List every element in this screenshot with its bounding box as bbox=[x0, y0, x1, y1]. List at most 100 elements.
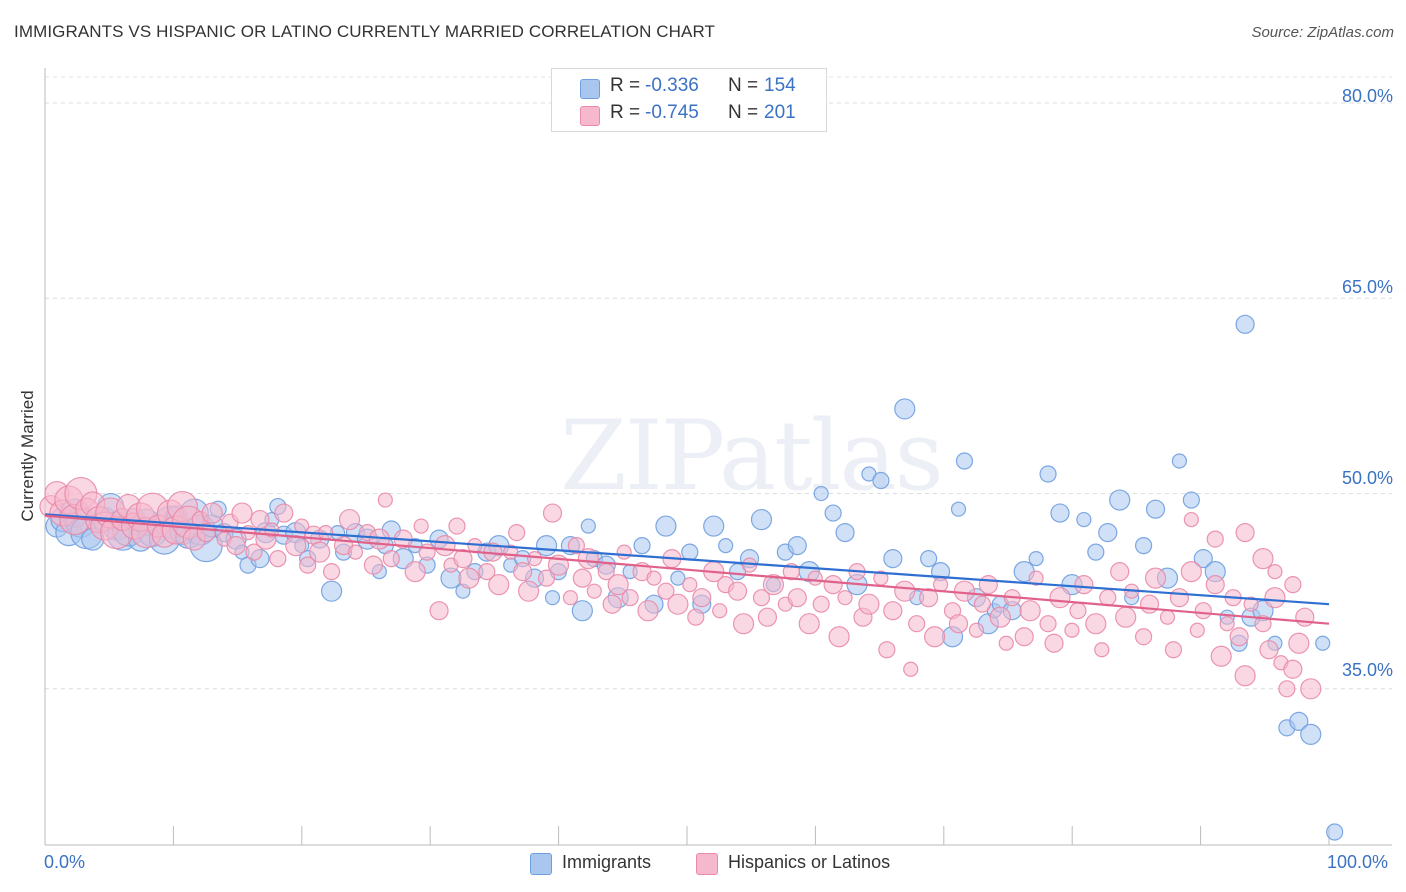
immigrants-point bbox=[1098, 522, 1118, 543]
immigrants-point bbox=[835, 522, 855, 543]
immigrants-point bbox=[1235, 314, 1255, 334]
hispanics-point bbox=[616, 544, 632, 560]
hispanics-point bbox=[924, 626, 946, 648]
hispanics-point bbox=[1210, 645, 1232, 667]
hispanics-point bbox=[1235, 522, 1255, 543]
legend-r-value: -0.336 bbox=[645, 75, 699, 96]
hispanics-point bbox=[953, 580, 976, 602]
hispanics-point bbox=[309, 541, 331, 563]
hispanics-point bbox=[978, 575, 998, 595]
source-label: Source: ZipAtlas.com bbox=[1251, 24, 1394, 41]
bottom-legend-swatch-blue bbox=[530, 853, 552, 875]
hispanics-point bbox=[1234, 665, 1256, 687]
hispanics-point bbox=[878, 641, 896, 659]
hispanics-point bbox=[1259, 640, 1279, 660]
hispanics-point bbox=[1164, 641, 1183, 659]
immigrants-point bbox=[872, 471, 890, 490]
hispanics-point bbox=[883, 601, 903, 621]
hispanics-point bbox=[1278, 680, 1296, 698]
hispanics-point bbox=[798, 613, 820, 635]
x-tick-label: 100.0% bbox=[1327, 852, 1389, 872]
hispanics-point bbox=[1206, 530, 1224, 548]
hispanics-point bbox=[667, 593, 689, 615]
immigrants-point bbox=[670, 570, 686, 586]
hispanics-point bbox=[1139, 594, 1160, 614]
hispanics-point bbox=[787, 588, 807, 608]
hispanics-point bbox=[1085, 613, 1107, 635]
hispanics-point bbox=[1069, 602, 1087, 620]
immigrants-point bbox=[1300, 723, 1322, 745]
bottom-legend-label: Immigrants bbox=[562, 852, 652, 872]
immigrants-point bbox=[894, 398, 916, 420]
immigrants-point bbox=[1289, 711, 1309, 731]
hispanics-point bbox=[621, 589, 639, 607]
hispanics-point bbox=[448, 517, 466, 535]
hispanics-point bbox=[363, 555, 383, 575]
hispanics-point bbox=[1039, 615, 1057, 633]
x-tick-label: 0.0% bbox=[44, 852, 86, 872]
hispanics-point bbox=[657, 582, 675, 600]
bottom-legend-swatch-pink bbox=[696, 853, 718, 875]
legend-r-value: -0.745 bbox=[645, 102, 699, 123]
hispanics-point bbox=[757, 607, 778, 627]
hispanics-point bbox=[518, 580, 540, 602]
legend-r-label: R = bbox=[610, 102, 641, 123]
immigrants-point bbox=[955, 452, 974, 470]
hispanics-point bbox=[453, 549, 473, 569]
hispanics-point bbox=[1219, 616, 1235, 632]
immigrants-trend-line bbox=[44, 513, 1330, 606]
legend-r-label: R = bbox=[610, 75, 641, 96]
hispanics-point bbox=[1243, 596, 1259, 612]
hispanics-point bbox=[434, 535, 456, 557]
bottom-legend-label: Hispanics or Latinos bbox=[728, 852, 891, 872]
hispanics-point bbox=[542, 503, 563, 523]
hispanics-point bbox=[741, 557, 758, 573]
hispanics-point bbox=[807, 570, 823, 586]
hispanics-point bbox=[567, 537, 585, 555]
hispanics-point bbox=[1144, 567, 1167, 589]
immigrants-point bbox=[1039, 465, 1057, 483]
y-tick-label: 50.0% bbox=[1341, 468, 1393, 488]
immigrants-point bbox=[703, 515, 725, 537]
immigrants-point bbox=[1182, 491, 1200, 509]
immigrants-point bbox=[535, 535, 558, 557]
hispanics-point bbox=[274, 503, 294, 523]
hispanics-point bbox=[1189, 622, 1205, 638]
hispanics-point bbox=[1115, 606, 1137, 628]
hispanics-point bbox=[712, 603, 728, 619]
hispanics-point bbox=[908, 615, 926, 633]
hispanics-point bbox=[1183, 511, 1199, 528]
legend-swatch-pink bbox=[580, 106, 600, 126]
hispanics-point bbox=[1295, 607, 1315, 627]
hispanics-point bbox=[812, 595, 830, 613]
hispanics-point bbox=[1014, 627, 1034, 647]
hispanics-point bbox=[732, 613, 755, 635]
hispanics-point bbox=[828, 626, 850, 648]
hispanics-point bbox=[858, 593, 880, 615]
y-tick-label: 35.0% bbox=[1341, 660, 1393, 680]
hispanics-point bbox=[382, 550, 400, 568]
immigrants-point bbox=[580, 518, 596, 534]
hispanics-point bbox=[989, 606, 1011, 628]
hispanics-point bbox=[1229, 627, 1249, 647]
hispanics-point bbox=[231, 502, 253, 524]
hispanics-point bbox=[377, 492, 393, 508]
hispanics-point bbox=[201, 502, 223, 524]
immigrants-point bbox=[718, 538, 734, 554]
immigrants-point bbox=[1134, 537, 1153, 555]
immigrants-point bbox=[681, 543, 699, 561]
hispanics-point bbox=[347, 544, 364, 560]
hispanics-point bbox=[998, 635, 1014, 651]
hispanics-point bbox=[537, 569, 556, 587]
hispanics-point bbox=[1283, 659, 1303, 679]
y-tick-label: 65.0% bbox=[1341, 277, 1393, 297]
hispanics-point bbox=[1134, 628, 1153, 646]
hispanics-point bbox=[488, 574, 510, 596]
hispanics-point bbox=[269, 550, 287, 568]
hispanics-point bbox=[562, 590, 579, 606]
correlation-legend: R = -0.336 N = 154 R = -0.745 N = 201 bbox=[551, 68, 827, 132]
hispanics-point bbox=[1300, 678, 1322, 700]
hispanics-point bbox=[752, 589, 771, 607]
hispanics-point bbox=[948, 614, 969, 634]
